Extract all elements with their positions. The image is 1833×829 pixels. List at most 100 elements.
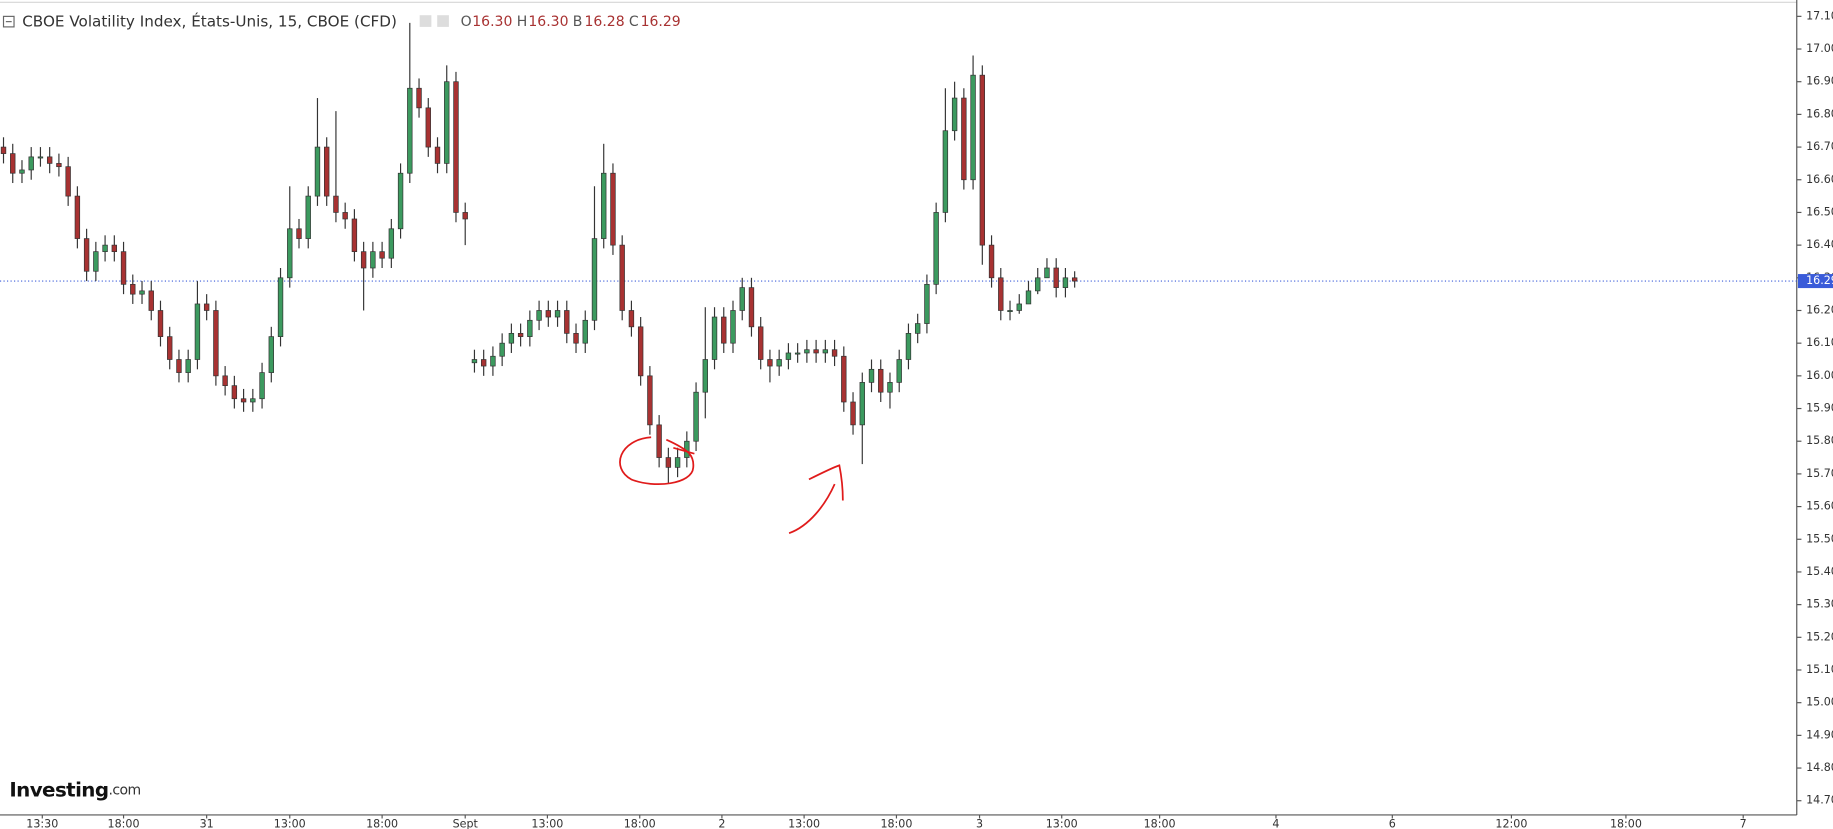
candle-body [305, 195, 311, 239]
candle-body [10, 153, 16, 174]
candle-body [924, 283, 930, 324]
candle-body [536, 310, 542, 321]
candle-body [730, 310, 736, 344]
candle-body [961, 97, 967, 181]
x-tick-label: 18:00 [880, 817, 912, 829]
candle-body [93, 251, 99, 272]
y-tick-label: 15.20 [1806, 630, 1833, 643]
y-tick-label: 16.00 [1806, 369, 1833, 382]
candle-body [1035, 277, 1041, 292]
plot-area [0, 22, 1797, 484]
y-tick-label: 15.10 [1806, 663, 1833, 676]
x-tick-label: 12:00 [1495, 817, 1527, 829]
candle-body [674, 457, 681, 468]
candle-body [914, 323, 921, 334]
x-tick-label: 13:00 [788, 817, 820, 829]
candle-body [998, 277, 1004, 311]
candle-body [425, 107, 431, 148]
y-tick-label: 17.10 [1806, 9, 1833, 22]
candle-body [1007, 310, 1013, 313]
candle-body [573, 333, 579, 344]
candle-body [859, 382, 865, 426]
x-tick-label: 18:00 [1144, 817, 1176, 829]
candle-body [462, 212, 468, 220]
settings-icon[interactable] [419, 15, 432, 27]
candle-body [942, 130, 949, 213]
candle-body [951, 97, 958, 132]
candle-body [970, 74, 976, 181]
candle-body [360, 251, 367, 269]
brand-suffix: .com [108, 782, 140, 798]
candle-body [1025, 290, 1032, 305]
candle-body [878, 368, 884, 393]
x-tick-label: 6 [1389, 817, 1396, 829]
candle-body [647, 375, 653, 426]
candle-body [120, 251, 127, 285]
candle-body [83, 238, 90, 272]
candle-body [601, 172, 607, 239]
candle-body [416, 87, 422, 109]
candle-body [628, 310, 635, 328]
candle-body [693, 391, 699, 442]
candle-body [28, 156, 34, 171]
candle-body [471, 359, 478, 364]
candle-body [841, 355, 847, 403]
candle-body [490, 355, 496, 367]
candle-body [74, 195, 81, 239]
candle-body [887, 382, 893, 393]
candle-body [222, 375, 228, 387]
y-tick-label: 16.20 [1806, 303, 1833, 316]
x-tick-label: 3 [976, 817, 983, 829]
candle-body [933, 212, 939, 285]
candle-body [785, 352, 792, 360]
readout-key: O [461, 14, 472, 30]
candle-body [287, 228, 293, 279]
candle-body [370, 251, 376, 269]
y-tick-label: 16.40 [1806, 238, 1833, 251]
candle-body [480, 359, 487, 367]
candle-body [37, 156, 44, 159]
collapse-icon[interactable] [2, 15, 15, 28]
candle-body [176, 359, 182, 373]
annotations [619, 436, 844, 535]
candle-body [259, 372, 265, 400]
candle-body [711, 316, 718, 360]
readout-key: B [573, 14, 583, 30]
candle-body [758, 326, 764, 360]
annotation-circle [619, 436, 695, 486]
candle-body [813, 349, 819, 354]
candle-body [213, 310, 219, 377]
annotation-stroke [673, 446, 695, 455]
ohlc-readout: O 16.30 H 16.30 B 16.28 C 16.29 [461, 14, 681, 30]
candle-body [46, 156, 53, 164]
y-tick-label: 15.30 [1806, 598, 1833, 611]
candle-body [564, 310, 570, 334]
candle-body [102, 244, 108, 253]
candle-body [517, 333, 524, 337]
y-tick-label: 14.80 [1806, 761, 1833, 774]
brand-name: Investing [9, 778, 108, 801]
last-price-box [1797, 274, 1833, 289]
y-tick-label: 15.40 [1806, 565, 1833, 578]
x-tick-label: 13:30 [26, 817, 58, 829]
candle-body [850, 401, 856, 426]
candle-body [1053, 267, 1059, 288]
candle-body [896, 359, 902, 383]
candle-body [185, 359, 191, 373]
candle-body [619, 244, 625, 311]
candle-body [65, 166, 71, 197]
candle-body [905, 333, 912, 360]
readout-key: C [629, 14, 639, 30]
candle-body [721, 316, 727, 344]
candle-body [748, 287, 755, 328]
candle-body [203, 303, 210, 311]
candle-body [314, 146, 321, 197]
candle-body [499, 342, 505, 357]
candle-body [610, 172, 616, 246]
candle-body [444, 81, 450, 164]
hide-icon[interactable] [437, 15, 449, 27]
candle-body [407, 87, 413, 174]
candle-body [111, 244, 118, 253]
